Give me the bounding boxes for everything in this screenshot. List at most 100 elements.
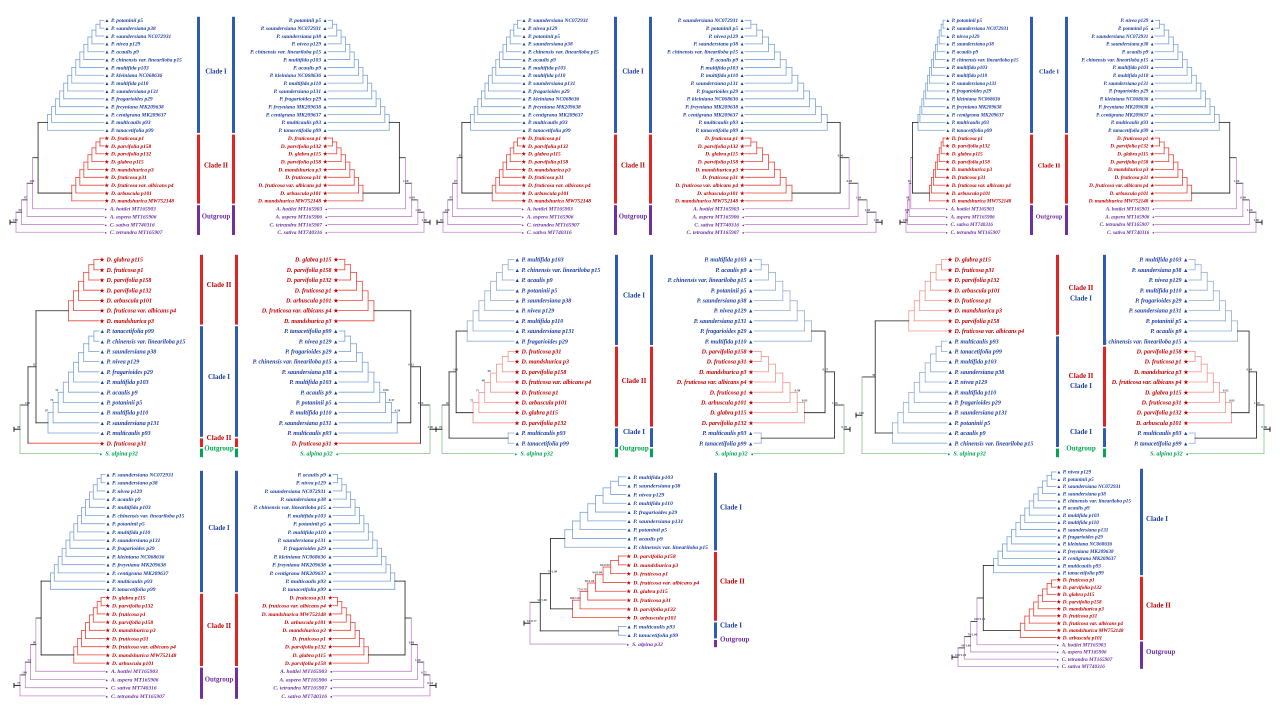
taxon-label: P. saundersiana p131 (522, 329, 575, 335)
circle-tip-marker-icon: ● (522, 231, 524, 235)
triangle-tip-marker-icon: ▲ (627, 624, 632, 630)
support-value: 1.00 (415, 658, 421, 662)
support-value: 0.83 (802, 398, 808, 402)
taxon-label: D. parvifolia p158 (286, 268, 332, 274)
triangle-tip-marker-icon: ▲ (515, 431, 520, 437)
taxon-label: D. fruticosa p1 (709, 390, 747, 396)
taxon-label: P. saundersiana p131 (1063, 527, 1109, 533)
taxon-label: P. kleiniana NC068636 (687, 97, 739, 103)
star-tip-marker-icon: ★ (105, 175, 110, 181)
clade-bar-segment (614, 205, 617, 235)
taxon-label: P. tanacetifolia p99 (699, 441, 746, 447)
taxon-label: P. acaulis p9 (107, 390, 138, 396)
star-tip-marker-icon: ★ (522, 167, 527, 173)
star-tip-marker-icon: ★ (106, 604, 111, 610)
star-tip-marker-icon: ★ (522, 152, 527, 158)
support-value: 0.96 (838, 154, 844, 158)
taxon-label: P. multifida p103 (700, 65, 738, 71)
triangle-tip-marker-icon: ▲ (627, 545, 632, 551)
circle-tip-marker-icon: ● (325, 223, 327, 227)
support-value: 100 (22, 671, 27, 675)
star-tip-marker-icon: ★ (334, 440, 340, 447)
clade-bar-segment (650, 448, 653, 458)
triangle-tip-marker-icon: ▲ (946, 121, 951, 126)
clade-bar-segment (714, 640, 717, 648)
taxon-label: P. chinensis var. lineariloba p15 (1103, 339, 1182, 345)
taxon-label: P. tanacetifolia p99 (112, 587, 156, 593)
circle-tip-marker-icon: ● (1057, 658, 1059, 662)
clade-bar-segment (649, 134, 652, 204)
taxon-label: P. saundersiana NC072931 (111, 34, 172, 40)
taxon-label: P. freyniana MK209638 (528, 105, 581, 111)
taxon-label: D. glabra p115 (632, 589, 668, 595)
support-value: 0.47 (389, 398, 395, 402)
star-tip-marker-icon: ★ (1057, 614, 1062, 620)
triangle-tip-marker-icon: ▲ (100, 421, 105, 427)
taxon-label: D. parvifolia p132 (284, 645, 326, 651)
triangle-tip-marker-icon: ▲ (328, 563, 333, 569)
clade-bar-segment (615, 448, 618, 458)
star-tip-marker-icon: ★ (946, 159, 951, 165)
clade-label: Clade II (720, 578, 745, 586)
taxon-label: D. fruticosa p31 (701, 175, 738, 181)
taxon-label: D. glabra p115 (527, 152, 561, 158)
taxon-label: D. fruticosa p31 (110, 175, 147, 181)
triangle-tip-marker-icon: ▲ (948, 360, 953, 366)
star-tip-marker-icon: ★ (328, 636, 333, 642)
clade-label: Clade II (1069, 372, 1094, 380)
taxon-label: D. glabra p115 (111, 595, 146, 601)
support-value: 100 (905, 208, 910, 212)
triangle-tip-marker-icon: ▲ (105, 106, 110, 111)
support-value: 62/0.99 (600, 563, 610, 567)
taxon-label: P. multicaulis p93 (633, 624, 675, 630)
star-tip-marker-icon: ★ (105, 136, 110, 142)
taxon-label: A. aspera MT165906 (279, 677, 328, 683)
star-tip-marker-icon: ★ (100, 297, 106, 304)
taxon-label: D. mandshurica p3 (283, 319, 332, 325)
circle-tip-marker-icon: ● (330, 669, 333, 674)
taxon-label: P. multifida p103 (955, 360, 997, 366)
support-value: 98/1.00 (961, 644, 971, 648)
clade-label: Clade I (1146, 515, 1168, 523)
taxon-label: P. saundersiana p131 (952, 81, 997, 87)
triangle-tip-marker-icon: ▲ (515, 339, 520, 345)
clade-label: Clade II (621, 163, 645, 170)
taxon-label: P. saundersiana p131 (107, 421, 160, 427)
circle-tip-marker-icon: ● (946, 223, 948, 227)
taxon-label: D. arbuscula p101 (111, 661, 154, 667)
tree-pair-2: ▲ P. saundersiana NC072931▲ P. nivea p129▲… (436, 16, 883, 236)
star-tip-marker-icon: ★ (105, 167, 110, 173)
triangle-tip-marker-icon: ▲ (328, 530, 333, 536)
taxon-label: P. nivea p129 (522, 309, 555, 315)
taxon-label: D. glabra p115 (709, 411, 747, 417)
clade-bar-segment (235, 448, 238, 458)
triangle-tip-marker-icon: ▲ (328, 505, 333, 511)
triangle-tip-marker-icon: ▲ (948, 400, 953, 406)
triangle-tip-marker-icon: ▲ (946, 50, 951, 55)
support-value: 0.98 (847, 179, 853, 183)
taxon-label: D. parvifolia p132 (527, 144, 569, 150)
taxon-label: P. acaulis p9 (300, 390, 331, 396)
taxon-label: P. saundersiana p38 (280, 497, 326, 503)
circle-tip-marker-icon: ● (1057, 651, 1059, 655)
taxon-label: A. aspera MT165906 (1061, 650, 1107, 656)
star-tip-marker-icon: ★ (1057, 628, 1062, 634)
taxon-label: D. fruticosa p1 (632, 572, 668, 578)
taxon-label: D. arbuscula p101 (951, 191, 991, 197)
star-tip-marker-icon: ★ (515, 389, 521, 396)
clade-label: Outgroup (1146, 648, 1176, 656)
triangle-tip-marker-icon: ▲ (105, 66, 110, 71)
taxon-label: P. multicaulis p93 (111, 120, 151, 126)
support-value: 1.00 (415, 208, 421, 212)
star-tip-marker-icon: ★ (328, 595, 333, 601)
triangle-tip-marker-icon: ▲ (627, 519, 632, 525)
taxon-label: P. acaulis p9 (112, 497, 141, 503)
taxon-label: P. fragarioides p29 (952, 89, 992, 95)
taxon-label: P. multifida p103 (112, 505, 151, 511)
circle-tip-marker-icon: ● (1057, 665, 1059, 669)
star-tip-marker-icon: ★ (740, 167, 745, 173)
taxon-label: P. saundersiana p38 (955, 370, 1005, 376)
clade-bar-segment (200, 448, 203, 458)
taxon-label: P. nivea p129 (107, 360, 140, 366)
taxon-label: C. sativa MT740316 (281, 694, 327, 700)
